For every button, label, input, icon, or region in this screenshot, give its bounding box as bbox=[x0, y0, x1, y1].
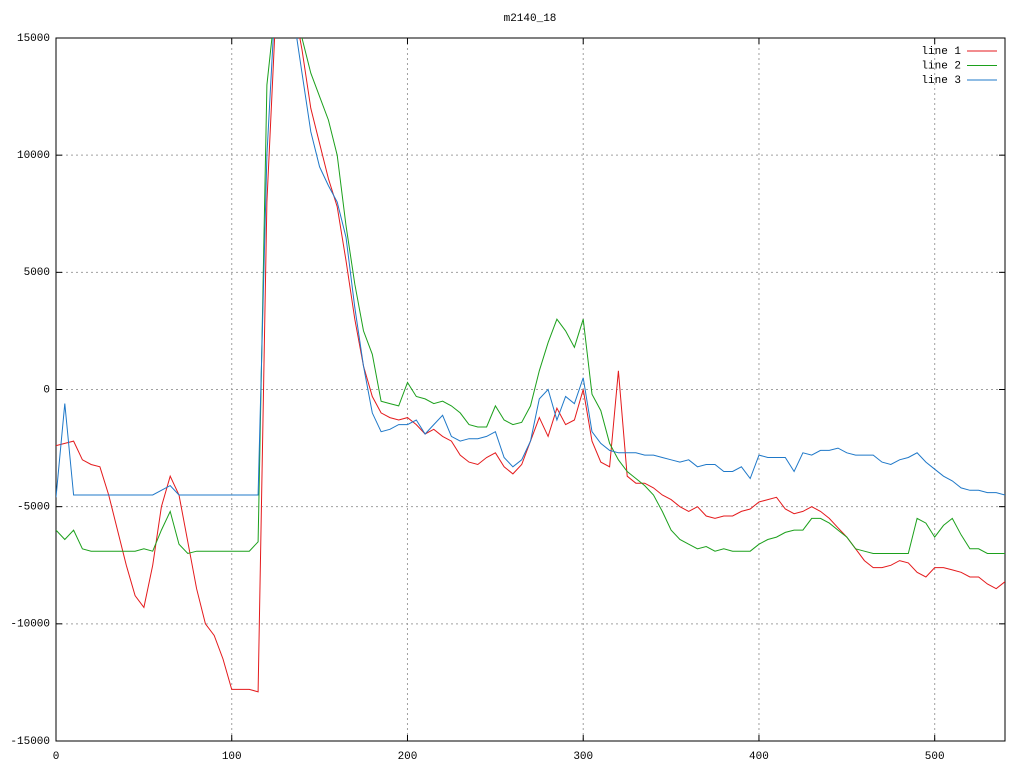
data-line bbox=[56, 38, 1005, 555]
y-tick-label: 15000 bbox=[17, 33, 50, 45]
legend-label: line 3 bbox=[921, 75, 961, 87]
legend-label: line 2 bbox=[921, 60, 961, 72]
x-tick-label: 0 bbox=[53, 751, 60, 763]
y-tick-label: -5000 bbox=[17, 502, 50, 514]
x-tick-label: 200 bbox=[398, 751, 418, 763]
chart-title: m2140_18 bbox=[504, 13, 557, 25]
x-tick-label: 300 bbox=[573, 751, 593, 763]
y-tick-label: -15000 bbox=[10, 736, 50, 748]
y-tick-label: -10000 bbox=[10, 619, 50, 631]
legend-label: line 1 bbox=[921, 46, 961, 58]
y-tick-label: 5000 bbox=[24, 267, 50, 279]
data-line bbox=[56, 38, 1005, 693]
y-tick-label: 10000 bbox=[17, 150, 50, 162]
y-tick-label: 0 bbox=[43, 384, 50, 396]
x-tick-label: 400 bbox=[749, 751, 769, 763]
plot-area bbox=[56, 38, 1005, 693]
data-line bbox=[56, 38, 1005, 498]
x-tick-label: 500 bbox=[925, 751, 945, 763]
x-tick-label: 100 bbox=[222, 751, 242, 763]
